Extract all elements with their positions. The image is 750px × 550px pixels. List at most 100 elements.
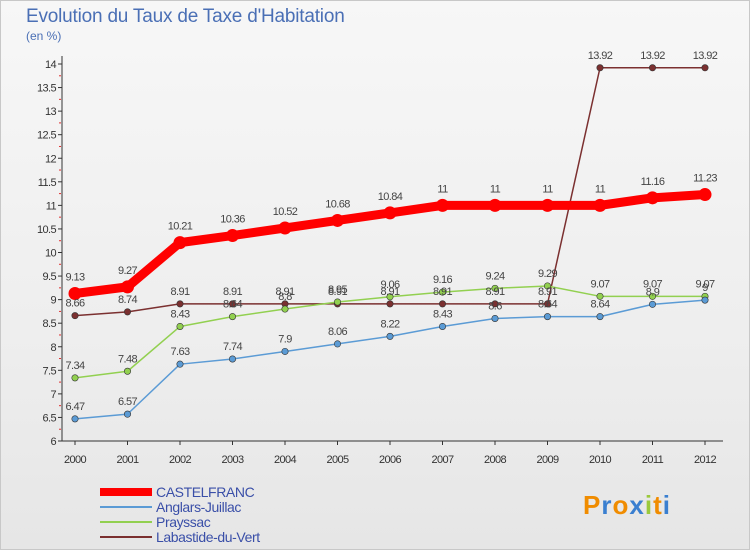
legend-item: Anglars-Juillac <box>100 498 260 515</box>
data-point <box>648 64 656 72</box>
data-label: 9.29 <box>538 268 557 280</box>
data-label: 7.63 <box>170 346 189 358</box>
y-tick-label: 13.5 <box>37 83 56 95</box>
data-point <box>383 206 397 220</box>
data-point <box>596 313 604 321</box>
legend-label: Anglars-Juillac <box>156 498 242 515</box>
logo-letter: x <box>629 490 645 520</box>
proxiti-logo: Proxiti <box>583 490 671 521</box>
data-point <box>543 313 551 321</box>
data-point <box>331 213 344 227</box>
data-point <box>229 313 237 321</box>
y-minor-tick <box>59 263 61 265</box>
y-minor-tick <box>59 381 61 383</box>
data-label: 8.06 <box>328 326 347 338</box>
data-point <box>71 415 79 423</box>
y-minor-tick <box>59 287 61 289</box>
data-label: 8.66 <box>65 298 84 310</box>
x-tick-label: 2008 <box>484 454 507 466</box>
data-label: 9.24 <box>485 270 504 282</box>
line-chart: 66.577.588.599.51010.51111.51212.51313.5… <box>37 50 723 466</box>
data-point <box>438 322 446 330</box>
y-minor-tick <box>59 98 61 100</box>
x-tick-label: 2001 <box>116 454 139 466</box>
data-label: 7.48 <box>118 353 137 365</box>
data-point <box>491 284 499 292</box>
legend-swatch <box>100 505 152 508</box>
data-label: 8.91 <box>328 286 347 298</box>
legend-item: Prayssac <box>100 514 260 530</box>
data-point <box>543 282 551 290</box>
y-tick-label: 8.5 <box>43 318 57 330</box>
data-point <box>491 300 499 308</box>
legend-item: CASTELFRANC <box>100 484 260 500</box>
y-tick-label: 13 <box>45 106 57 118</box>
data-point <box>646 191 659 205</box>
data-point <box>176 322 184 330</box>
data-label: 8.43 <box>170 308 189 320</box>
data-point <box>176 300 184 308</box>
y-minor-tick <box>59 75 61 77</box>
data-label: 7.34 <box>65 360 84 372</box>
data-label: 8.9 <box>646 286 660 298</box>
data-label: 8.91 <box>170 286 189 298</box>
y-minor-tick <box>59 428 61 430</box>
y-minor-tick <box>59 334 61 336</box>
data-label: 8.91 <box>485 286 504 298</box>
data-point <box>698 188 712 202</box>
x-tick-label: 2012 <box>694 454 717 466</box>
data-label: 10.84 <box>378 191 403 203</box>
x-tick-label: 2005 <box>326 454 349 466</box>
data-label: 13.92 <box>640 50 665 62</box>
data-label: 8.6 <box>488 300 502 312</box>
y-minor-tick <box>59 405 61 407</box>
data-point <box>701 64 709 72</box>
y-tick-label: 7.5 <box>43 365 57 377</box>
legend-label: Labastide-du-Vert <box>156 528 260 545</box>
legend-swatch <box>100 487 152 496</box>
x-tick-label: 2009 <box>536 454 559 466</box>
data-label: 7.74 <box>223 341 242 353</box>
x-tick-label: 2002 <box>169 454 192 466</box>
y-minor-tick <box>59 145 61 147</box>
data-point <box>438 288 446 296</box>
data-point <box>701 296 709 304</box>
y-tick-label: 7 <box>50 389 56 401</box>
data-label: 8.91 <box>223 286 242 298</box>
data-point <box>121 280 134 294</box>
data-point <box>281 347 289 355</box>
y-tick-label: 12 <box>45 153 57 165</box>
data-point <box>278 221 292 235</box>
data-point <box>226 229 239 243</box>
y-tick-label: 9 <box>50 295 56 307</box>
data-label: 9.07 <box>695 278 714 290</box>
data-point <box>124 367 132 375</box>
y-tick-label: 11 <box>46 200 57 212</box>
data-point <box>596 64 604 72</box>
data-point <box>173 236 187 250</box>
data-label: 7.9 <box>278 333 292 345</box>
data-label: 6.47 <box>65 401 84 413</box>
logo-letter: r <box>601 490 613 520</box>
data-point <box>229 300 237 308</box>
data-label: 8.91 <box>538 286 557 298</box>
y-tick-label: 6 <box>50 436 56 448</box>
data-point <box>488 198 502 212</box>
data-point <box>176 360 184 368</box>
data-label: 8.8 <box>278 291 292 303</box>
y-minor-tick <box>59 216 61 218</box>
y-tick-label: 11.5 <box>38 177 57 189</box>
data-point <box>281 305 289 313</box>
data-point <box>386 293 394 301</box>
y-tick-label: 14 <box>45 59 57 71</box>
data-label: 8.91 <box>433 286 452 298</box>
data-point <box>593 198 607 212</box>
data-label: 10.36 <box>220 214 245 226</box>
data-label: 8.43 <box>433 308 452 320</box>
data-label: 13.92 <box>588 50 613 62</box>
data-point <box>491 314 499 322</box>
x-tick-label: 2000 <box>64 454 87 466</box>
data-label: 8.95 <box>328 284 347 296</box>
data-label: 8.64 <box>590 299 609 311</box>
y-tick-label: 12.5 <box>37 130 56 142</box>
